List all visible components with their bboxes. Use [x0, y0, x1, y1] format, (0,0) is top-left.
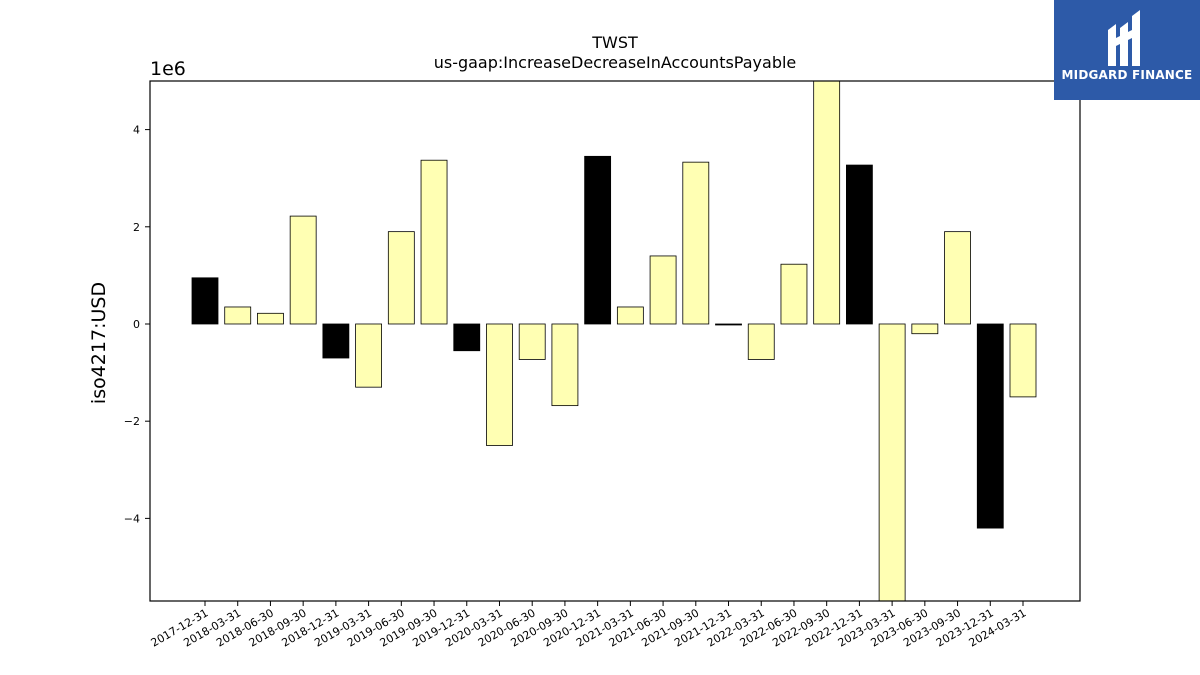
y-axis-label: iso4217:USD — [88, 282, 110, 404]
y-tick-label: 0 — [133, 318, 140, 331]
bar-2023-03-31 — [878, 323, 906, 602]
y-tick-label: 4 — [133, 124, 140, 137]
bar-2023-09-30 — [944, 231, 971, 325]
bar-2020-09-30 — [551, 323, 579, 407]
bar-2019-03-31 — [355, 323, 383, 388]
bar-2022-09-30 — [813, 80, 841, 325]
bar-2020-12-31 — [584, 155, 612, 325]
y-tick-label: −2 — [124, 415, 140, 428]
bar-2021-03-31 — [616, 306, 644, 325]
bar-2020-03-31 — [486, 323, 513, 446]
midgard-finance-logo: MIDGARD FINANCE — [1054, 0, 1200, 100]
logo-mark-icon — [1108, 10, 1140, 66]
chart-title: TWST — [591, 33, 638, 52]
bar-2022-12-31 — [846, 164, 873, 325]
bar-2018-03-31 — [224, 306, 252, 325]
bar-2023-12-31 — [976, 323, 1004, 529]
bar-2019-12-31 — [453, 323, 481, 352]
bar-2020-06-30 — [518, 323, 546, 360]
y-tick-label: 2 — [133, 221, 140, 234]
bar-2018-09-30 — [289, 215, 317, 325]
bar-2022-03-31 — [747, 323, 775, 360]
y-offset-label: 1e6 — [150, 58, 186, 80]
bar-2019-06-30 — [387, 231, 415, 325]
bar-2021-12-31 — [715, 323, 742, 326]
bar-2017-12-31 — [191, 277, 219, 325]
bar-2018-06-30 — [257, 312, 284, 325]
bar-2019-09-30 — [420, 159, 448, 325]
bar-2021-06-30 — [649, 255, 677, 325]
bar-2018-12-31 — [322, 323, 350, 359]
bar-2024-03-31 — [1009, 323, 1037, 398]
y-tick-label: −4 — [124, 512, 140, 525]
logo-text: MIDGARD FINANCE — [1061, 68, 1193, 82]
plot-frame — [149, 80, 1081, 602]
bar-2022-06-30 — [780, 263, 808, 325]
bar-2023-06-30 — [911, 323, 939, 335]
bar-2021-09-30 — [682, 161, 710, 325]
chart-subtitle: us-gaap:IncreaseDecreaseInAccountsPayabl… — [434, 53, 797, 72]
